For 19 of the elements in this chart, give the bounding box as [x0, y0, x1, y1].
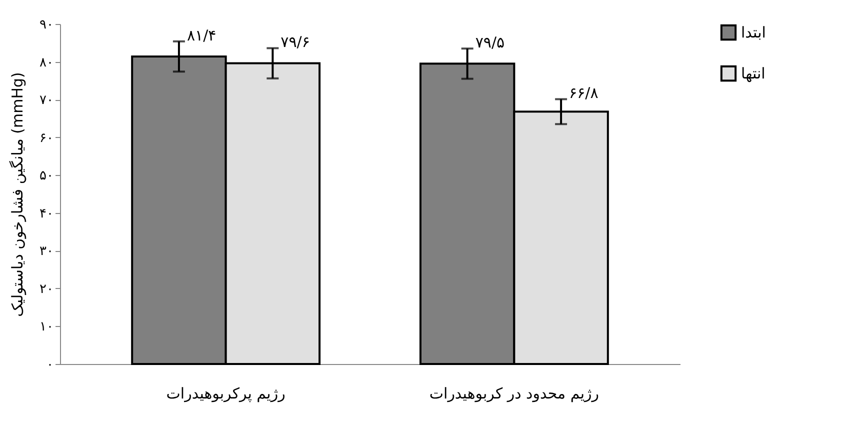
- x-tick-label: رژیم پرکربوهیدرات: [166, 384, 286, 402]
- y-tick-label: ۱۰: [40, 320, 54, 335]
- y-tick-label: ۹۰: [40, 18, 54, 32]
- x-tick-label: رژیم محدود در کربوهیدرات: [429, 384, 599, 402]
- legend-label: انتها: [741, 64, 766, 82]
- y-tick-label: ۸۰: [40, 55, 54, 70]
- y-tick-label: ۶۰: [40, 130, 54, 146]
- y-tick-label: ۳۰: [40, 244, 54, 260]
- data-label: ۷۹/۵: [475, 34, 505, 52]
- y-tick-label: ۷۰: [40, 93, 54, 108]
- data-label: ۶۶/۸: [569, 84, 598, 102]
- y-tick-label: ۰: [46, 358, 54, 372]
- y-axis-title: میانگین فشارخون دیاستولیک (mmHg): [8, 72, 27, 317]
- legend-label: ابتدا: [741, 24, 766, 42]
- data-label: ۷۹/۶: [280, 33, 310, 52]
- data-label: ۸۱/۴: [186, 26, 216, 44]
- y-tick-label: ۴۰: [40, 206, 54, 222]
- y-tick-label: ۲۰: [40, 282, 54, 297]
- y-tick-label: ۵۰: [40, 168, 54, 184]
